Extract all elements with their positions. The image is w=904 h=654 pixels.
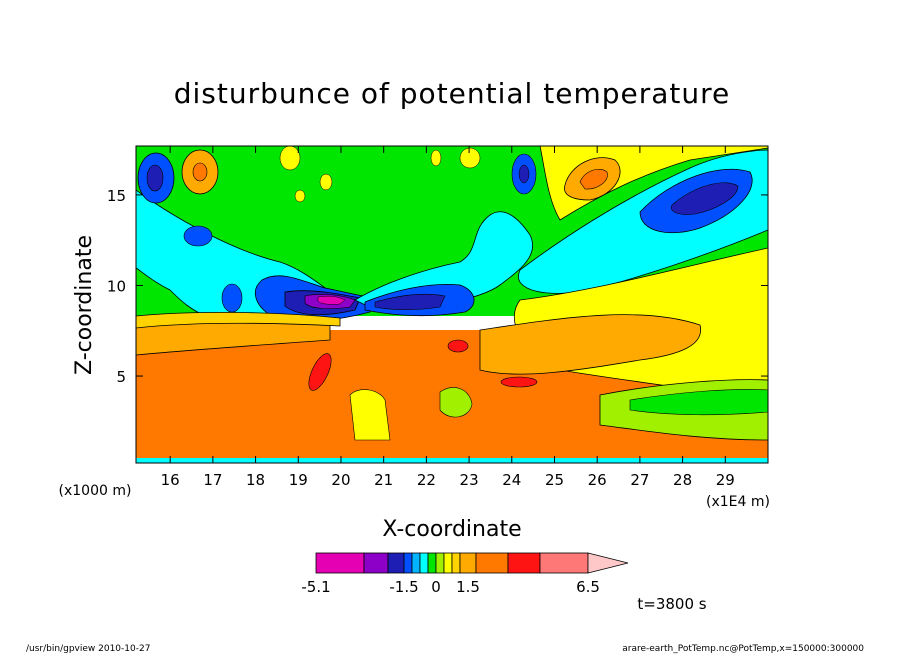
y-tick-label: 10 (107, 277, 126, 295)
colorbar-swatch (403, 552, 413, 574)
colorbar-swatch (419, 552, 429, 574)
contour-region-red-spot-1 (308, 353, 332, 391)
contour-region-darkorange-blob-topleft (192, 162, 208, 182)
contour-region-darkblue-right (374, 293, 446, 310)
colorbar-swatch (411, 552, 421, 574)
contour-region-yellow-blob-upper-5 (294, 189, 306, 203)
colorbar-swatch (363, 552, 389, 574)
footer-left: /usr/bin/gpview 2010-10-27 (26, 644, 150, 654)
x-tick-label: 21 (374, 471, 393, 489)
colorbar-tick-label: 1.5 (456, 578, 480, 596)
colorbar-tick-label: 0 (431, 578, 441, 596)
colorbar-swatch (475, 552, 509, 574)
y-tick-label: 5 (116, 368, 126, 386)
contour-region-orange-right-mid (479, 314, 702, 375)
contour-region-darkorange-core-upper-right (579, 169, 608, 190)
colorbar-tick-labels: -5.1 -1.5 0 1.5 6.5 (301, 578, 600, 596)
y-axis-ticks: 5 10 15 (107, 187, 768, 386)
contour-region-red-spot-3 (500, 376, 538, 388)
colorbar-tick-label: -5.1 (301, 578, 330, 596)
colorbar-extend-arrow (587, 552, 629, 574)
colorbar-swatch (443, 552, 453, 574)
contour-region-yellow-blob-upper-2 (459, 147, 481, 169)
contour-region-darkblue-blob-right (518, 164, 530, 184)
time-label: t=3800 s (637, 595, 706, 613)
x-tick-label: 29 (716, 471, 735, 489)
contour-region-darkblue-blob-topleft (146, 164, 164, 192)
contour-region-yellow-lower-center (349, 389, 391, 441)
x-tick-label: 19 (289, 471, 308, 489)
contour-region-yellow-blob-upper-3 (319, 173, 333, 191)
contour-region-yellow-blob-upper-1 (279, 146, 301, 171)
colorbar-tick-label: -1.5 (389, 578, 418, 596)
x-tick-label: 17 (203, 471, 222, 489)
plot-area (136, 146, 768, 463)
x-tick-label: 25 (545, 471, 564, 489)
colorbar-swatch (507, 552, 541, 574)
colorbar-swatch (539, 552, 589, 574)
x-tick-label: 20 (331, 471, 350, 489)
x-unit-right: (x1E4 m) (706, 494, 770, 510)
colorbar-swatch (451, 552, 461, 574)
x-tick-label: 24 (502, 471, 521, 489)
chart-title: disturbunce of potential temperature (174, 77, 731, 110)
x-tick-label: 22 (417, 471, 436, 489)
contour-region-magenta-center (317, 295, 346, 305)
contour-region-darkblue-upper-right (670, 182, 739, 215)
colorbar-swatch (315, 552, 365, 574)
footer-right: arare-earth_PotTemp.nc@PotTemp,x=150000:… (622, 644, 864, 654)
colorbar-swatch (427, 552, 437, 574)
x-axis-ticks: 16 17 18 19 20 21 22 23 24 25 26 27 28 29 (161, 146, 735, 489)
contour-region-red-spot-2 (447, 339, 469, 353)
contour-region-green-lower-center (439, 387, 473, 418)
colorbar-tick-label: 6.5 (576, 578, 600, 596)
colorbar (315, 552, 629, 574)
x-unit-left: (x1000 m) (59, 483, 132, 499)
plot-frame (135, 145, 769, 464)
x-axis-label: X-coordinate (382, 517, 521, 542)
x-tick-label: 26 (588, 471, 607, 489)
contour-region-bright-green-lower-right (629, 389, 768, 416)
contour-region-yellow-lower-left (136, 311, 341, 329)
x-tick-label: 18 (246, 471, 265, 489)
contour-region-blue-blob-left (183, 225, 213, 247)
x-tick-label: 28 (673, 471, 692, 489)
contour-region-yellow-blob-upper-4 (430, 149, 442, 167)
x-tick-label: 16 (161, 471, 180, 489)
colorbar-swatch (387, 552, 405, 574)
colorbar-swatch (435, 552, 445, 574)
contour-region-blue-blob-left-2 (221, 283, 243, 313)
x-tick-label: 23 (460, 471, 479, 489)
y-axis-label: Z-coordinate (72, 235, 97, 375)
colorbar-swatch (459, 552, 477, 574)
x-tick-label: 27 (630, 471, 649, 489)
contour-region-ground-strip (136, 458, 768, 463)
y-tick-label: 15 (107, 187, 126, 205)
